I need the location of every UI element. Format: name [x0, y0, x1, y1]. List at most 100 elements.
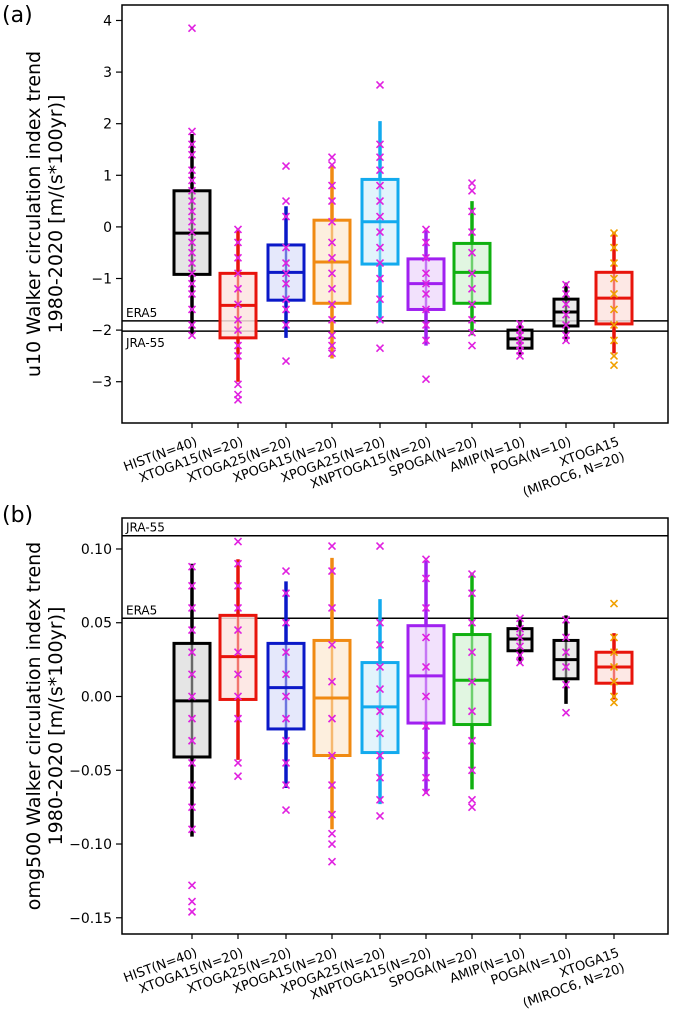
- data-point-stroke: [375, 197, 385, 206]
- data-point: [609, 361, 619, 370]
- data-point-stroke: [561, 300, 571, 309]
- data-point-stroke: [327, 253, 337, 262]
- data-point: [467, 341, 477, 350]
- data-point: [515, 319, 525, 328]
- data-point-stroke: [187, 331, 197, 340]
- data-point-stroke: [375, 541, 385, 551]
- data-point-stroke: [375, 795, 385, 804]
- data-point: [233, 581, 243, 590]
- data-point: [233, 341, 243, 350]
- data-point-stroke: [609, 243, 619, 252]
- box-poga: [552, 280, 580, 345]
- box-xnptoga15: [406, 225, 446, 384]
- data-point: [375, 295, 385, 304]
- box-xpoga15: [312, 153, 352, 359]
- data-point: [467, 707, 477, 716]
- data-point-stroke: [327, 315, 337, 324]
- data-point-stroke: [375, 662, 385, 672]
- data-point: [281, 197, 291, 206]
- data-point-stroke: [375, 153, 385, 162]
- data-point-stroke: [233, 380, 243, 389]
- box-xpoga15: [312, 541, 352, 866]
- data-point: [187, 140, 197, 149]
- data-point: [327, 153, 337, 162]
- data-point: [281, 567, 291, 576]
- data-point-stroke: [187, 714, 197, 723]
- data-point-stroke: [421, 305, 431, 314]
- data-point: [467, 569, 477, 579]
- reference-label-era5: ERA5: [126, 306, 157, 320]
- data-point-stroke: [467, 284, 477, 293]
- data-point: [375, 640, 385, 649]
- data-point: [421, 788, 431, 797]
- data-point: [233, 603, 243, 613]
- data-point-stroke: [327, 810, 337, 819]
- data-point-stroke: [467, 315, 477, 324]
- box-xtoga15: [218, 225, 258, 404]
- data-point-stroke: [421, 773, 431, 782]
- data-point: [187, 320, 197, 330]
- data-point-stroke: [281, 279, 291, 288]
- data-point: [187, 736, 197, 745]
- data-point: [561, 633, 571, 642]
- reference-label-jra-55: JRA-55: [125, 521, 165, 535]
- data-point-stroke: [515, 351, 525, 360]
- data-point: [187, 603, 197, 613]
- box-xtoga25: [266, 567, 306, 815]
- data-point-stroke: [609, 274, 619, 283]
- data-point: [327, 217, 337, 226]
- data-point: [467, 803, 477, 812]
- data-point: [281, 806, 291, 815]
- data-point-stroke: [561, 662, 571, 672]
- data-point: [375, 729, 385, 738]
- data-point: [375, 685, 385, 694]
- data-point-stroke: [467, 803, 477, 812]
- data-point: [467, 207, 477, 216]
- data-point: [467, 269, 477, 278]
- data-point: [187, 714, 197, 723]
- data-point: [187, 289, 197, 299]
- data-point-stroke: [187, 166, 197, 175]
- data-point-stroke: [233, 758, 243, 767]
- data-point: [187, 758, 197, 767]
- data-point: [375, 140, 385, 149]
- data-point: [375, 618, 385, 627]
- data-point: [233, 626, 243, 635]
- box-spoga: [452, 178, 492, 350]
- data-point: [467, 300, 477, 309]
- box-xtoga15-miroc6: [594, 599, 634, 707]
- data-point: [187, 305, 197, 314]
- data-point: [187, 127, 197, 136]
- data-point: [421, 320, 431, 330]
- data-point: [467, 736, 477, 745]
- data-point: [233, 537, 243, 546]
- data-point: [375, 227, 385, 237]
- data-point: [233, 238, 243, 247]
- data-point-stroke: [233, 225, 243, 234]
- data-point-stroke: [375, 274, 385, 283]
- data-point: [281, 305, 291, 314]
- data-point: [421, 289, 431, 299]
- data-point-stroke: [233, 581, 243, 590]
- data-point-stroke: [375, 751, 385, 760]
- data-point-stroke: [281, 357, 291, 366]
- data-point-stroke: [421, 633, 431, 642]
- data-point-stroke: [421, 225, 431, 234]
- data-point: [609, 599, 619, 608]
- data-point-stroke: [467, 341, 477, 350]
- data-point: [375, 773, 385, 782]
- data-point-stroke: [327, 780, 337, 790]
- data-point-stroke: [233, 326, 243, 335]
- y-axis-label: omg500 Walker circulation index trend198…: [23, 542, 67, 910]
- data-point: [375, 258, 385, 268]
- data-point-stroke: [375, 344, 385, 353]
- data-point-stroke: [187, 907, 197, 916]
- data-point-stroke: [467, 269, 477, 278]
- data-point: [421, 555, 431, 564]
- data-point-stroke: [467, 736, 477, 745]
- data-point-stroke: [187, 825, 197, 834]
- data-point-stroke: [187, 258, 197, 268]
- data-point-stroke: [187, 207, 197, 216]
- data-point: [233, 692, 243, 701]
- data-point-stroke: [561, 289, 571, 299]
